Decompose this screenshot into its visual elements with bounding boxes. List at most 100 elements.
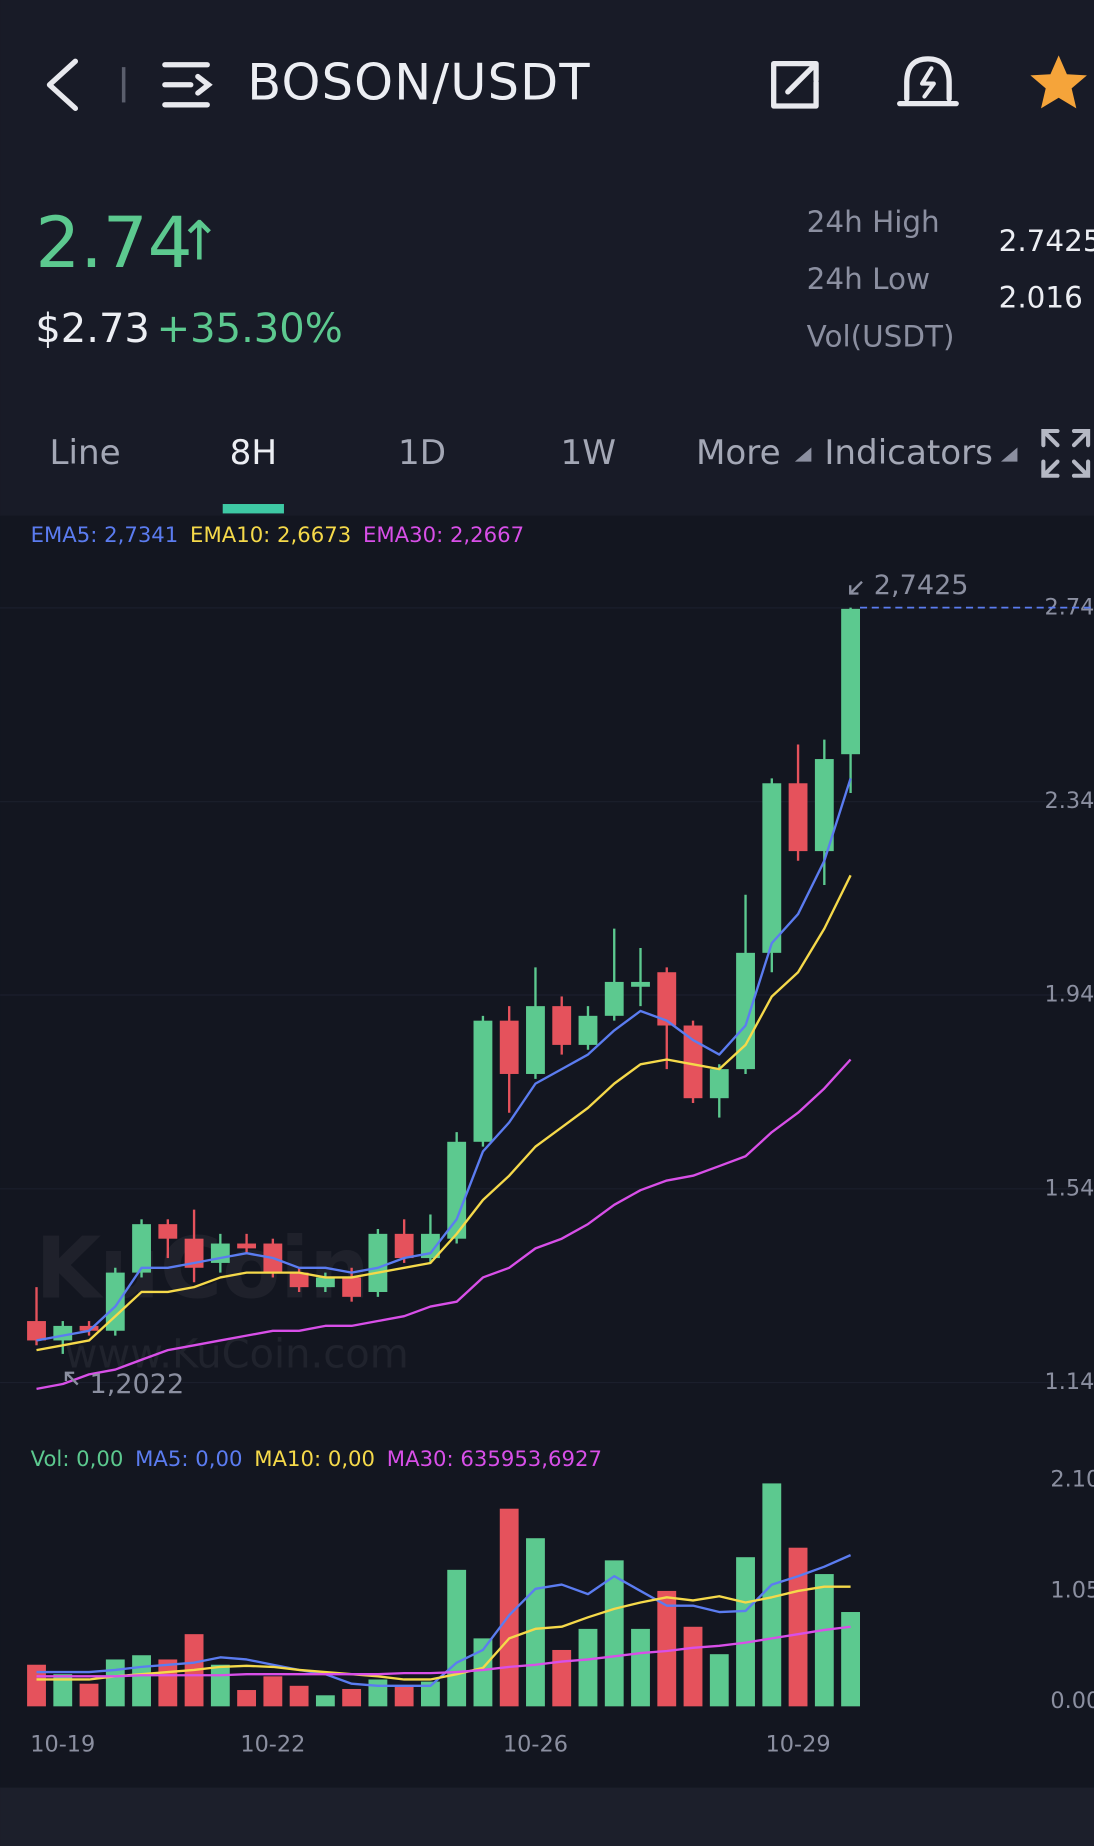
watermark-url: www.KuCoin.com: [65, 1332, 409, 1378]
timeframe-tab[interactable]: Line: [49, 433, 120, 473]
dropdown-caret: [794, 447, 812, 462]
volume-ma-line: [36, 1585, 851, 1681]
favorite-star[interactable]: [1030, 55, 1087, 109]
legend-entry: EMA10: 2,6673: [190, 522, 351, 547]
candle-body: [105, 1272, 125, 1331]
price-arrow: ↑: [177, 210, 222, 273]
y-tick-label: 2.342: [1045, 788, 1094, 814]
min-price-label: 1,2022: [90, 1369, 185, 1400]
timeframe-tab[interactable]: 1D: [398, 433, 446, 473]
volume-ma-line: [36, 1625, 851, 1678]
candle-body: [709, 1069, 729, 1099]
volume-bar: [158, 1659, 178, 1707]
candle-body: [762, 783, 782, 953]
candle-body: [841, 608, 861, 755]
candle-body: [420, 1233, 440, 1259]
candle-body: [604, 981, 624, 1016]
candle-body: [473, 1020, 493, 1142]
stat-value: 2.7425: [999, 224, 1094, 258]
volume-bar: [368, 1679, 388, 1707]
stat-label: Vol(USDT): [807, 319, 955, 353]
annotation-arrow: [64, 1371, 79, 1386]
volume-bar: [604, 1560, 624, 1707]
fullscreen-button[interactable]: [1041, 428, 1091, 478]
volume-bar: [762, 1483, 782, 1707]
volume-bar: [105, 1659, 125, 1707]
volume-bar: [79, 1683, 99, 1707]
candle-body: [368, 1233, 388, 1292]
candle-body: [289, 1272, 309, 1288]
candle-body: [132, 1224, 151, 1273]
candle-body: [394, 1233, 414, 1259]
y-tick-label: 1.05: [1050, 1577, 1094, 1603]
y-tick-label: 2.10: [1050, 1467, 1094, 1493]
candle-body: [499, 1020, 519, 1074]
volume-bar: [657, 1590, 677, 1707]
y-tick-label: 1.543: [1045, 1175, 1094, 1201]
volume-bar: [788, 1547, 808, 1707]
volume-bar: [53, 1674, 73, 1707]
back-button[interactable]: [46, 58, 79, 111]
candle-body: [788, 783, 808, 852]
timeframe-tab[interactable]: 1W: [561, 433, 616, 473]
max-price-label: 2,7425: [874, 570, 969, 601]
candle-body: [552, 1006, 572, 1045]
volume-bar: [420, 1681, 440, 1707]
change-percent: +35.30%: [157, 306, 343, 352]
ema-line: [36, 1058, 852, 1391]
stat-label: 24h High: [807, 205, 940, 239]
y-tick-label: 1.143: [1045, 1369, 1094, 1395]
legend-entry: MA5: 0,00: [135, 1446, 242, 1471]
pair-title: BOSON/USDT: [247, 53, 591, 111]
volume-bar: [631, 1628, 650, 1707]
volume-bar: [709, 1654, 729, 1707]
volume-bar: [289, 1685, 309, 1707]
x-tick-label: 10-22: [240, 1732, 305, 1758]
volume-bar: [210, 1664, 230, 1707]
legend-entry: MA10: 0,00: [254, 1446, 375, 1471]
chart-bg: [0, 515, 1094, 1788]
candle-body: [736, 952, 755, 1070]
x-tick-label: 10-26: [503, 1732, 568, 1758]
x-tick-label: 10-19: [30, 1732, 95, 1758]
candle-body: [526, 1006, 545, 1074]
candle-body: [184, 1238, 204, 1268]
ema-line: [36, 874, 852, 1352]
volume-bar: [552, 1649, 572, 1707]
legend-entry: EMA5: 2,7341: [31, 522, 179, 547]
timeframe-tab[interactable]: More: [696, 433, 781, 473]
candle-body: [158, 1224, 178, 1239]
active-tab-indicator: [222, 504, 284, 514]
volume-bar: [841, 1612, 861, 1707]
bottom-bar: [0, 1787, 1094, 1846]
volume-bar: [499, 1508, 519, 1707]
candle-body: [27, 1321, 46, 1341]
legend-entry: MA30: 635953,6927: [387, 1446, 602, 1471]
volume-bar: [263, 1676, 283, 1707]
alert-button[interactable]: [897, 56, 959, 107]
y-tick-label: 0.00: [1050, 1688, 1094, 1714]
volume-bar: [736, 1557, 755, 1707]
legend-entry: Vol: 0,00: [31, 1446, 124, 1471]
volume-bar: [473, 1638, 493, 1707]
timeframe-tab[interactable]: 8H: [230, 433, 277, 473]
volume-bar: [814, 1574, 834, 1707]
candle-body: [814, 759, 834, 852]
fiat-price: $2.73: [35, 306, 150, 352]
share-button[interactable]: [771, 60, 819, 109]
menu-button[interactable]: [162, 62, 213, 108]
candle-body: [315, 1277, 335, 1288]
timeframe-tab[interactable]: Indicators: [824, 433, 993, 473]
volume-bar: [342, 1688, 362, 1707]
x-tick-label: 10-29: [766, 1732, 831, 1758]
volume-bar: [132, 1655, 151, 1707]
volume-bar: [526, 1538, 545, 1707]
volume-bar: [447, 1569, 467, 1707]
volume-bar: [683, 1626, 703, 1707]
volume-bar: [315, 1695, 335, 1707]
annotation-arrow: [849, 580, 863, 595]
candle-body: [657, 972, 677, 1026]
candle-body: [237, 1243, 257, 1249]
